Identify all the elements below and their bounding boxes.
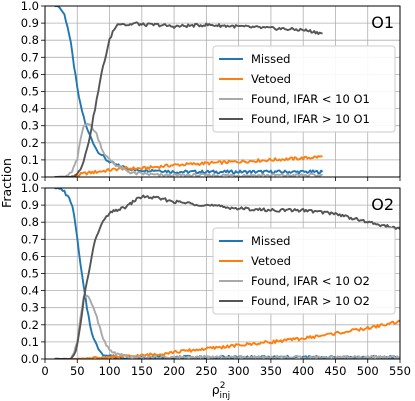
- y-tick-label: 0.6: [21, 67, 39, 81]
- x-axis-title: ρ2 inj: [212, 381, 230, 401]
- y-tick-label: 0.4: [21, 102, 39, 116]
- legend-box: [212, 227, 396, 315]
- y-tick-label: 0.9: [21, 16, 39, 30]
- legend-box: [212, 45, 396, 133]
- y-tick-label: 0.1: [21, 335, 39, 349]
- legend-label: Missed: [251, 234, 290, 248]
- y-tick-label: 1.0: [21, 0, 39, 13]
- legend-label: Vetoed: [251, 72, 291, 86]
- x-tick-label: 150: [131, 364, 153, 378]
- x-tick-label: 400: [292, 364, 314, 378]
- series-line-found-ifar-10-o1: [54, 21, 323, 177]
- y-tick-label: 0.0: [21, 170, 39, 184]
- x-tick-label: 200: [163, 364, 185, 378]
- y-tick-label: 0.2: [21, 136, 39, 150]
- y-tick-label: 1.0: [21, 181, 39, 195]
- x-tick-label: 0: [41, 364, 48, 378]
- y-tick-label: 0.8: [21, 33, 39, 47]
- y-tick-label: 0.7: [21, 232, 39, 246]
- series-line-missed: [54, 6, 324, 175]
- x-tick-label: 500: [357, 364, 379, 378]
- y-tick-label: 0.6: [21, 249, 39, 263]
- legend-label: Found, IFAR < 10 O2: [251, 274, 370, 288]
- legend-label: Vetoed: [251, 254, 291, 268]
- panel-label: O1: [371, 13, 394, 32]
- x-tick-label: 550: [389, 364, 411, 378]
- series-line-vetoed: [54, 155, 323, 177]
- x-tick-label: 50: [70, 364, 85, 378]
- series-line-found-ifar-10-o2: [54, 194, 400, 359]
- x-tick-label: 450: [324, 364, 346, 378]
- legend: Missed Vetoed Found, IFAR < 10 O2 Found, IF…: [212, 227, 396, 315]
- series-line-found-ifar-10-o2: [54, 294, 400, 359]
- y-axis-title: Fraction: [0, 158, 14, 208]
- x-tick-label: 100: [99, 364, 121, 378]
- y-tick-label: 0.3: [21, 301, 39, 315]
- series-line-found-ifar-10-o1: [54, 122, 323, 177]
- legend-label: Missed: [251, 52, 290, 66]
- legend: Missed Vetoed Found, IFAR < 10 O1 Found, IF…: [212, 45, 396, 133]
- panel-o1: 0.0 0.1 0.2 0.3 0.4 0.5 0.6 0.7 0.8 0.9 1.0 O1 Misse…: [21, 0, 401, 184]
- series-line-vetoed: [54, 319, 400, 359]
- y-tick-label: 0.4: [21, 284, 39, 298]
- panel-o2: 0.0 0.1 0.2 0.3 0.4 0.5 0.6 0.7 0.8 0.9 1.0 0 50 100 1…: [21, 181, 411, 378]
- x-tick-label: 250: [195, 364, 217, 378]
- x-tick-label: 300: [228, 364, 250, 378]
- legend-label: Found, IFAR > 10 O1: [251, 112, 370, 126]
- y-tick-label: 0.8: [21, 215, 39, 229]
- y-tick-label: 0.2: [21, 318, 39, 332]
- x-tick-label: 350: [260, 364, 282, 378]
- y-tick-label: 0.3: [21, 119, 39, 133]
- y-tick-label: 0.1: [21, 153, 39, 167]
- y-tick-label: 0.7: [21, 50, 39, 64]
- legend-label: Found, IFAR > 10 O2: [251, 294, 370, 308]
- legend-label: Found, IFAR < 10 O1: [251, 92, 370, 106]
- y-tick-label: 0.5: [21, 267, 39, 281]
- y-tick-label: 0.9: [21, 198, 39, 212]
- y-tick-label: 0.5: [21, 85, 39, 99]
- panel-label: O2: [371, 195, 394, 214]
- y-tick-label: 0.0: [21, 352, 39, 366]
